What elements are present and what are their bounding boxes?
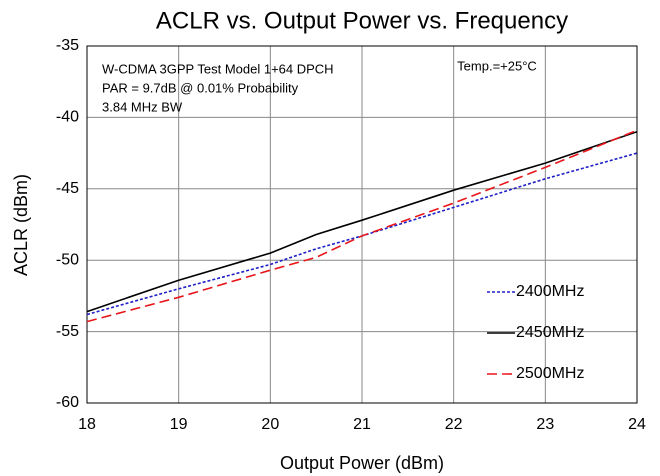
legend-label: 2450MHz — [516, 324, 584, 341]
annotation: PAR = 9.7dB @ 0.01% Probability — [102, 80, 299, 95]
series-line — [86, 130, 638, 313]
y-tick-label: -40 — [56, 109, 79, 126]
y-tick-label: -35 — [56, 37, 79, 54]
x-tick-label: 23 — [536, 416, 554, 433]
series-line — [86, 152, 638, 316]
x-axis-label: Output Power (dBm) — [280, 453, 444, 473]
y-tick-label: -50 — [56, 251, 79, 268]
x-tick-label: 19 — [170, 416, 188, 433]
x-tick-label: 20 — [261, 416, 279, 433]
y-tick-label: -55 — [56, 323, 79, 340]
chart-title: ACLR vs. Output Power vs. Frequency — [156, 7, 568, 34]
annotation: Temp.=+25°C — [457, 58, 537, 73]
series-line — [86, 129, 638, 323]
x-tick-label: 21 — [353, 416, 371, 433]
y-tick-label: -60 — [56, 394, 79, 411]
x-tick-label: 22 — [445, 416, 463, 433]
x-tick-label: 24 — [628, 416, 646, 433]
annotation: W-CDMA 3GPP Test Model 1+64 DPCH — [102, 61, 334, 76]
annotation: 3.84 MHz BW — [102, 99, 183, 114]
plot-frame — [86, 45, 638, 404]
y-axis-label: ACLR (dBm) — [11, 174, 31, 276]
legend-label: 2500MHz — [516, 365, 584, 382]
legend-label: 2400MHz — [516, 283, 584, 300]
y-tick-label: -45 — [56, 180, 79, 197]
x-tick-label: 18 — [78, 416, 96, 433]
